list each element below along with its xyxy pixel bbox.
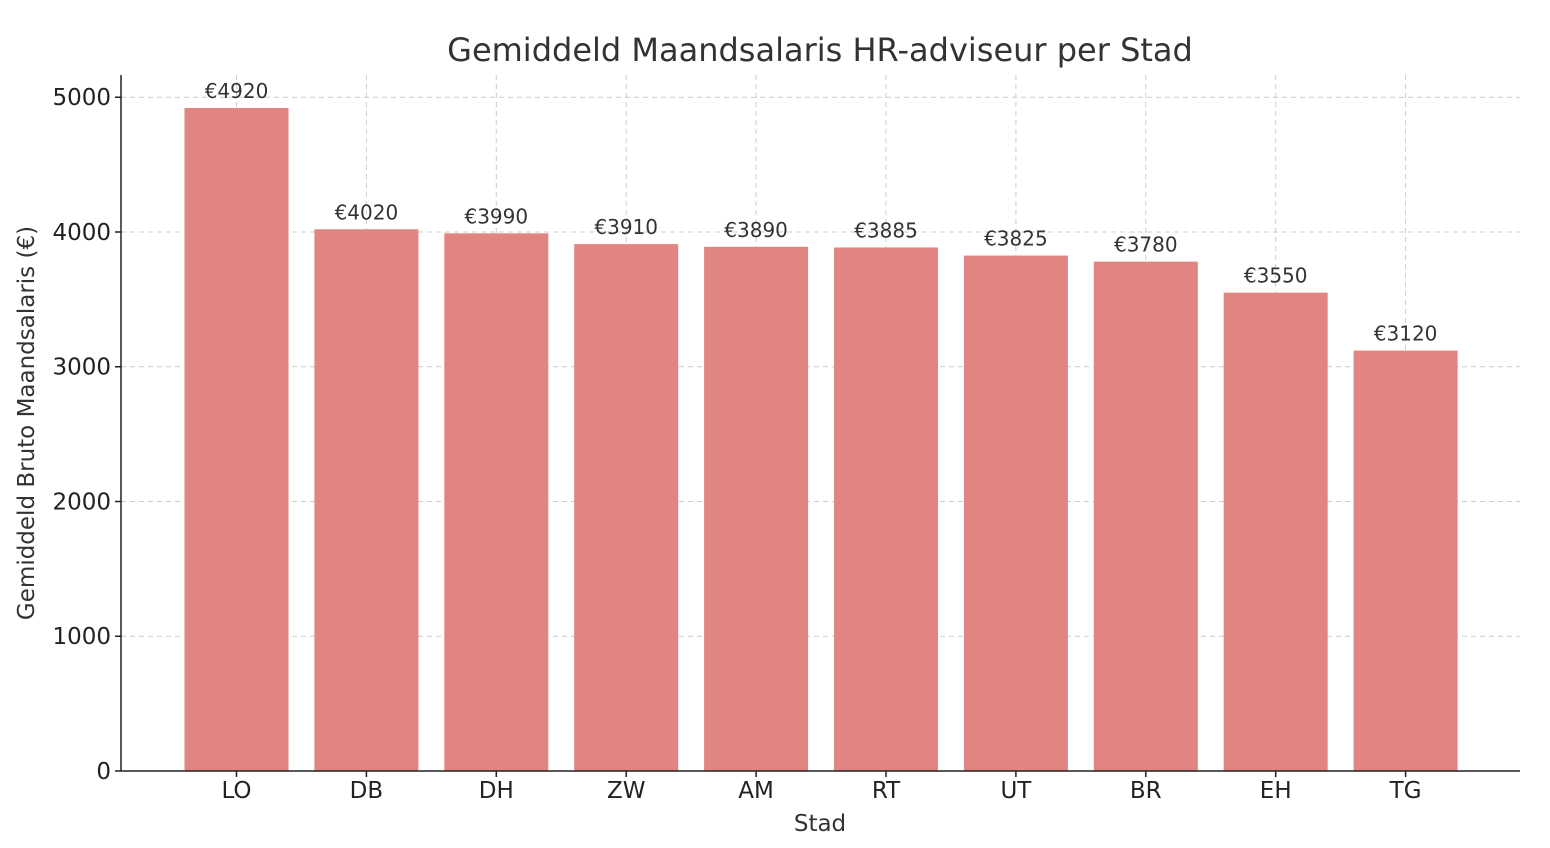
x-tick-label-eh: EH <box>1260 778 1292 804</box>
bar-db <box>314 229 419 771</box>
x-tick-label-zw: ZW <box>607 778 646 804</box>
labels-layer: 0 1000 2000 3000 4000 5000 LO DB DH ZW AM RT UT BR EH T… <box>52 79 1437 804</box>
data-label-db: €4020 <box>335 200 399 224</box>
y-tick-label: 4000 <box>52 220 111 246</box>
x-tick-label-dh: DH <box>479 778 514 804</box>
x-tick-label-ut: UT <box>1000 778 1032 804</box>
y-tick-label: 5000 <box>52 85 111 111</box>
axes-layer <box>115 75 1520 777</box>
x-tick-label-db: DB <box>350 778 384 804</box>
bar-am <box>704 246 809 772</box>
data-label-eh: €3550 <box>1244 264 1308 288</box>
y-tick-label: 0 <box>96 759 111 785</box>
chart-title: Gemiddeld Maandsalaris HR-adviseur per S… <box>447 31 1193 69</box>
data-label-dh: €3990 <box>464 204 528 228</box>
x-axis-label: Stad <box>794 811 846 837</box>
x-tick-label-tg: TG <box>1389 778 1422 804</box>
data-label-lo: €4920 <box>205 79 269 103</box>
data-label-tg: €3120 <box>1374 322 1438 346</box>
y-tick-label: 1000 <box>52 624 111 650</box>
bar-ut <box>963 255 1068 771</box>
bar-tg <box>1353 350 1458 771</box>
bar-eh <box>1223 292 1328 771</box>
bars-layer <box>184 108 1458 772</box>
data-label-zw: €3910 <box>594 215 658 239</box>
bar-dh <box>444 233 549 771</box>
data-label-ut: €3825 <box>984 227 1048 251</box>
y-axis-label: Gemiddeld Bruto Maandsalaris (€) <box>14 226 40 620</box>
bar-br <box>1093 261 1198 771</box>
data-label-br: €3780 <box>1114 233 1178 257</box>
y-tick-label: 3000 <box>52 355 111 381</box>
data-label-rt: €3885 <box>854 218 918 242</box>
x-tick-label-br: BR <box>1130 778 1162 804</box>
data-label-am: €3890 <box>724 218 788 242</box>
x-tick-label-rt: RT <box>872 778 901 804</box>
bar-rt <box>834 247 938 772</box>
x-tick-label-lo: LO <box>221 778 251 804</box>
y-tick-label: 2000 <box>52 489 111 515</box>
bar-zw <box>574 244 679 771</box>
bar-lo <box>184 108 289 771</box>
x-tick-label-am: AM <box>738 778 774 804</box>
